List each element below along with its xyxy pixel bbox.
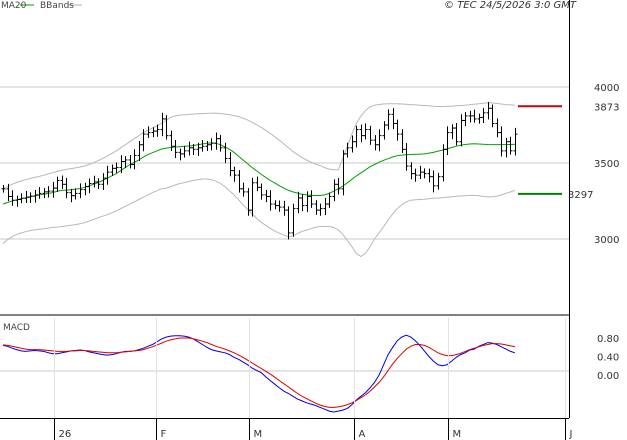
bbands-legend-label: BBands — [40, 1, 74, 11]
price-level-label: 3297 — [568, 190, 593, 201]
x-tick-label: A — [359, 429, 366, 440]
ma20-line — [2, 142, 516, 205]
bbands-upper-line — [2, 102, 516, 190]
price-tick-label: 4000 — [594, 83, 619, 94]
ma20-legend-label: MA20 — [1, 1, 27, 11]
price-levels: 3873 3297 — [518, 102, 619, 201]
price-gridlines — [0, 86, 569, 240]
macd-title: MACD — [3, 323, 30, 333]
macd-series — [2, 334, 516, 413]
macd-tick-label: 0.40 — [597, 353, 619, 364]
x-tick-label: J — [569, 429, 573, 440]
x-axis-labels: 26 F M A M J — [54, 318, 573, 440]
bollinger-bands — [2, 102, 516, 258]
x-tick-label: M — [254, 429, 263, 440]
ohlc-bars — [1, 102, 518, 240]
macd-tick-label: 0.80 — [597, 334, 619, 345]
price-level-label: 3873 — [594, 102, 619, 113]
x-tick-label: F — [161, 429, 167, 440]
macd-tick-label: 0.00 — [597, 371, 619, 382]
price-tick-label: 3000 — [594, 235, 619, 246]
price-y-ticks: 4000 3500 3000 — [594, 83, 619, 246]
bbands-lower-line — [2, 178, 516, 258]
macd-y-ticks: 0.80 0.40 0.00 — [597, 334, 619, 382]
x-tick-label: M — [453, 429, 462, 440]
ma20-polyline — [2, 142, 516, 205]
macd-signal-line — [2, 337, 516, 408]
copyright-timestamp: © TEC 24/5/2026 3:0 GMT — [444, 0, 577, 11]
x-tick-label: 26 — [59, 429, 72, 440]
macd-line — [2, 334, 516, 413]
price-tick-label: 3500 — [594, 159, 619, 170]
